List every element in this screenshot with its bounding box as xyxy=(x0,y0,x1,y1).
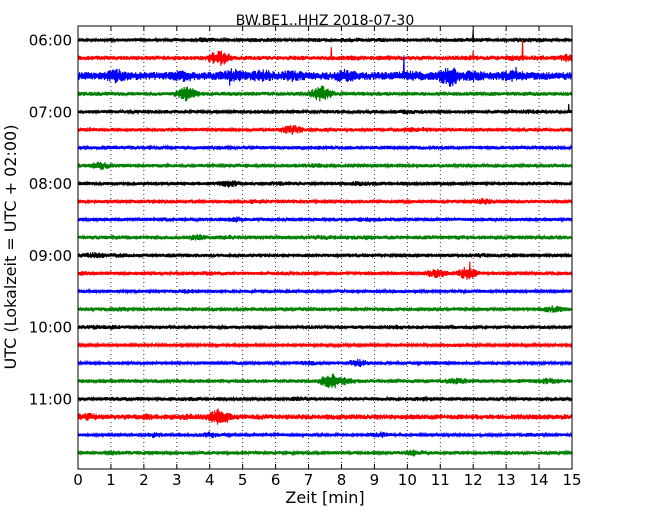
x-tick-label: 3 xyxy=(172,471,182,489)
trace-08:00 xyxy=(77,180,573,188)
y-tick-label: 09:00 xyxy=(29,247,72,265)
trace-06:00 xyxy=(77,30,573,44)
x-tick-label: 1 xyxy=(106,471,116,489)
x-tick-label: 4 xyxy=(205,471,215,489)
x-tick-label: 14 xyxy=(530,471,549,489)
x-tick-label: 7 xyxy=(304,471,314,489)
y-axis-label: UTC (Lokalzeit = UTC + 02:00) xyxy=(1,125,20,370)
trace-11:00 xyxy=(77,395,573,403)
trace-07:30 xyxy=(77,144,573,152)
trace-06:15 xyxy=(77,39,573,66)
x-tick-label: 6 xyxy=(271,471,281,489)
trace-11:15 xyxy=(77,408,573,425)
x-tick-label: 5 xyxy=(238,471,248,489)
x-tick-label: 8 xyxy=(337,471,347,489)
trace-06:45 xyxy=(77,85,573,102)
trace-09:30 xyxy=(77,287,573,295)
trace-11:45 xyxy=(77,449,573,457)
x-tick-label: 11 xyxy=(431,471,450,489)
x-tick-label: 0 xyxy=(73,471,83,489)
trace-10:00 xyxy=(77,323,573,331)
trace-11:30 xyxy=(77,431,573,439)
x-tick-label: 15 xyxy=(562,471,581,489)
plot-frame xyxy=(77,25,573,470)
y-tick-label: 07:00 xyxy=(29,103,72,121)
y-tick-label: 06:00 xyxy=(29,32,72,50)
trace-09:45 xyxy=(77,305,573,313)
trace-09:00 xyxy=(77,252,573,259)
trace-10:45 xyxy=(77,373,573,389)
x-tick-label: 12 xyxy=(464,471,483,489)
x-tick-label: 10 xyxy=(398,471,417,489)
trace-08:45 xyxy=(77,233,573,241)
y-tick-label: 10:00 xyxy=(29,319,72,337)
trace-07:00 xyxy=(77,103,573,116)
trace-06:30 xyxy=(77,55,573,87)
trace-10:15 xyxy=(77,341,573,349)
trace-07:45 xyxy=(77,161,573,171)
chart-title: BW.BE1..HHZ 2018-07-30 xyxy=(236,13,415,29)
y-tick-label: 08:00 xyxy=(29,175,72,193)
x-tick-label: 2 xyxy=(139,471,149,489)
x-axis-label: Zeit [min] xyxy=(285,488,364,507)
trace-10:30 xyxy=(77,358,573,368)
trace-09:15 xyxy=(77,261,573,280)
y-tick-label: 11:00 xyxy=(29,391,72,409)
trace-group xyxy=(77,30,573,457)
trace-08:15 xyxy=(77,198,573,206)
x-tick-label: 13 xyxy=(497,471,516,489)
trace-07:15 xyxy=(77,124,573,135)
axes: 0 1 2 3 4 5 6 7 8 9 10 11 12 13 14 1506:0007:0008:0009:… xyxy=(29,25,582,489)
trace-08:30 xyxy=(77,216,573,223)
x-tick-label: 9 xyxy=(370,471,380,489)
